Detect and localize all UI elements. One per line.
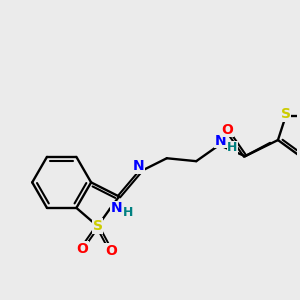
Text: S: S <box>93 219 103 233</box>
Text: O: O <box>76 242 88 256</box>
Text: N: N <box>215 134 226 148</box>
Text: S: S <box>280 107 291 121</box>
Text: H: H <box>123 206 133 219</box>
Text: O: O <box>105 244 117 258</box>
Text: N: N <box>133 159 145 173</box>
Text: N: N <box>110 201 122 215</box>
Text: O: O <box>221 123 233 137</box>
Text: H: H <box>227 141 238 154</box>
